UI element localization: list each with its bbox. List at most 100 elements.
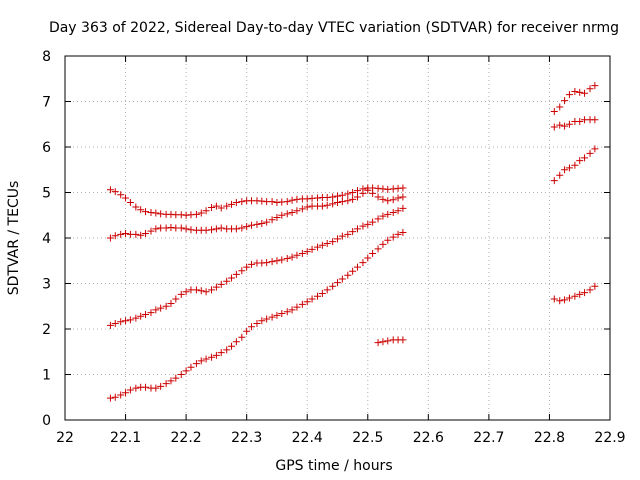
x-axis-label: GPS time / hours bbox=[275, 458, 392, 474]
data-point-marker bbox=[106, 321, 114, 329]
data-point-marker bbox=[243, 263, 251, 271]
data-point-marker bbox=[298, 205, 306, 213]
data-point-marker bbox=[581, 154, 589, 162]
data-point-marker bbox=[273, 257, 281, 265]
data-point-marker bbox=[379, 212, 387, 220]
data-point-marker bbox=[344, 271, 352, 279]
data-point-marker bbox=[293, 303, 301, 311]
x-tick-label: 22.2 bbox=[171, 430, 202, 446]
data-markers bbox=[106, 82, 599, 402]
data-point-marker bbox=[258, 317, 266, 325]
data-point-marker bbox=[394, 230, 402, 238]
data-point-marker bbox=[283, 254, 291, 262]
data-point-marker bbox=[379, 240, 387, 248]
data-point-marker bbox=[399, 193, 407, 201]
data-point-marker bbox=[212, 225, 220, 233]
data-point-marker bbox=[353, 193, 361, 201]
y-axis-label: SDTVAR / TECUs bbox=[6, 181, 22, 296]
y-tick-label: 5 bbox=[42, 186, 51, 202]
data-point-marker bbox=[212, 351, 220, 359]
data-point-marker bbox=[192, 360, 200, 368]
data-point-marker bbox=[126, 386, 134, 394]
data-point-marker bbox=[223, 346, 231, 354]
data-point-marker bbox=[263, 315, 271, 323]
data-point-marker bbox=[122, 194, 130, 202]
data-point-marker bbox=[334, 279, 341, 287]
series-satellite-h bbox=[550, 145, 599, 185]
data-point-marker bbox=[187, 363, 195, 371]
data-point-marker bbox=[586, 149, 594, 157]
data-point-marker bbox=[248, 260, 256, 268]
data-point-marker bbox=[349, 195, 357, 203]
data-point-marker bbox=[232, 338, 240, 346]
data-point-marker bbox=[238, 333, 246, 341]
data-point-marker bbox=[212, 202, 220, 210]
data-point-marker bbox=[293, 251, 301, 259]
data-point-marker bbox=[263, 218, 271, 226]
data-point-marker bbox=[132, 203, 140, 211]
data-point-marker bbox=[349, 228, 357, 236]
data-point-marker bbox=[374, 339, 382, 347]
data-point-marker bbox=[314, 292, 322, 300]
y-tick-labels: 0 1 2 3 4 5 6 7 8 bbox=[42, 49, 51, 429]
data-point-marker bbox=[111, 393, 119, 401]
data-point-marker bbox=[197, 287, 205, 295]
data-point-marker bbox=[571, 161, 579, 169]
data-point-marker bbox=[565, 164, 573, 172]
data-point-marker bbox=[258, 219, 266, 227]
data-point-marker bbox=[586, 286, 594, 294]
data-point-marker bbox=[394, 207, 402, 215]
data-point-marker bbox=[208, 353, 216, 361]
data-point-marker bbox=[334, 192, 341, 200]
data-point-marker bbox=[243, 223, 251, 231]
data-point-marker bbox=[157, 382, 165, 390]
data-point-marker bbox=[338, 275, 346, 283]
data-point-marker bbox=[349, 267, 357, 275]
data-point-marker bbox=[208, 286, 216, 294]
data-point-marker bbox=[329, 200, 337, 208]
data-point-marker bbox=[268, 313, 276, 321]
data-point-marker bbox=[298, 249, 306, 257]
data-point-marker bbox=[202, 288, 210, 296]
data-point-marker bbox=[137, 312, 145, 320]
data-point-marker bbox=[172, 374, 180, 382]
data-point-marker bbox=[147, 227, 155, 235]
data-point-marker bbox=[122, 389, 130, 397]
data-point-marker bbox=[303, 298, 311, 306]
data-point-marker bbox=[344, 230, 352, 238]
data-point-marker bbox=[556, 121, 564, 129]
data-point-marker bbox=[288, 196, 296, 204]
data-point-marker bbox=[147, 309, 155, 317]
data-point-marker bbox=[591, 82, 599, 90]
data-point-marker bbox=[374, 245, 382, 253]
data-point-marker bbox=[314, 243, 322, 251]
data-point-marker bbox=[273, 311, 281, 319]
data-point-marker bbox=[223, 277, 231, 285]
data-point-marker bbox=[369, 249, 377, 257]
data-point-marker bbox=[550, 177, 558, 185]
data-point-marker bbox=[152, 384, 160, 392]
data-point-marker bbox=[364, 186, 372, 194]
data-point-marker bbox=[591, 145, 599, 153]
data-point-marker bbox=[561, 97, 569, 105]
data-point-marker bbox=[106, 186, 114, 194]
data-point-marker bbox=[232, 225, 240, 233]
data-point-marker bbox=[576, 88, 584, 96]
x-tick-labels: 22 22.1 22.2 22.3 22.4 22.5 22.6 22.7 22.8 22.9 bbox=[56, 430, 626, 446]
data-point-marker bbox=[379, 338, 387, 346]
data-point-marker bbox=[182, 225, 190, 233]
data-point-marker bbox=[338, 232, 346, 240]
data-point-marker bbox=[283, 308, 291, 316]
data-point-marker bbox=[167, 300, 175, 308]
data-point-marker bbox=[283, 198, 291, 206]
data-point-marker bbox=[334, 199, 341, 207]
data-point-marker bbox=[384, 210, 392, 218]
data-point-marker bbox=[217, 280, 225, 288]
x-tick-label: 22.9 bbox=[594, 430, 625, 446]
data-point-marker bbox=[217, 224, 225, 232]
data-point-marker bbox=[117, 230, 125, 238]
data-point-marker bbox=[288, 253, 296, 261]
data-point-marker bbox=[278, 256, 286, 264]
data-point-marker bbox=[117, 391, 125, 399]
data-point-marker bbox=[202, 207, 210, 215]
